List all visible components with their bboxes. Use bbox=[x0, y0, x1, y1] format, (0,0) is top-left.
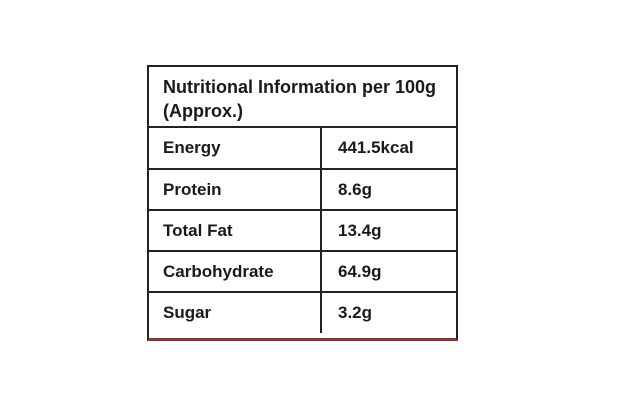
nutrient-value: 13.4g bbox=[321, 209, 456, 251]
nutrient-value: 441.5kcal bbox=[338, 138, 414, 157]
nutrient-value: 64.9g bbox=[321, 250, 456, 292]
nutrient-name: Sugar bbox=[149, 291, 322, 333]
nutrient-name: Energy bbox=[149, 128, 322, 169]
table-row: Carbohydrate 64.9g bbox=[149, 250, 456, 292]
nutrient-value: 3.2g bbox=[321, 291, 456, 333]
nutrient-name: Total Fat bbox=[149, 209, 322, 251]
nutrient-name: Protein bbox=[149, 168, 322, 210]
table-row: Energy 441.5kcal bbox=[149, 128, 456, 169]
table-row: Total Fat 13.4g bbox=[149, 209, 456, 251]
table-row: Sugar 3.2g bbox=[149, 291, 456, 333]
nutrition-table: Nutritional Information per 100g (Approx… bbox=[147, 65, 458, 341]
table-body: Energy 441.5kcal Protein 8.6g Total Fat 13.4g… bbox=[149, 128, 456, 333]
rows: Energy 441.5kcal Protein 8.6g Total Fat 13.4g… bbox=[149, 128, 456, 333]
nutrient-value: 8.6g bbox=[321, 168, 456, 210]
table-title: Nutritional Information per 100g (Approx… bbox=[149, 67, 456, 128]
nutrient-name: Carbohydrate bbox=[149, 250, 322, 292]
table-row: Protein 8.6g bbox=[149, 168, 456, 210]
